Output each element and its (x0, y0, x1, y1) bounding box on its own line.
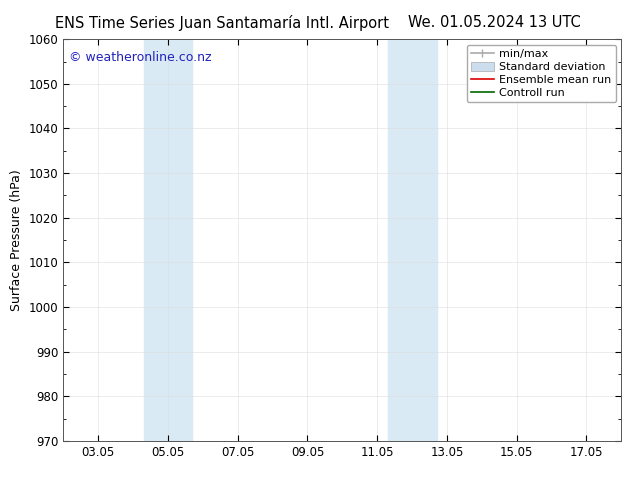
Bar (388, 39, 436, 441)
Text: We. 01.05.2024 13 UTC: We. 01.05.2024 13 UTC (408, 15, 581, 30)
Bar (143, 39, 193, 441)
Legend: min/max, Standard deviation, Ensemble mean run, Controll run: min/max, Standard deviation, Ensemble me… (467, 45, 616, 102)
Y-axis label: Surface Pressure (hPa): Surface Pressure (hPa) (10, 169, 23, 311)
Text: ENS Time Series Juan Santamaría Intl. Airport: ENS Time Series Juan Santamaría Intl. Ai… (55, 15, 389, 31)
Text: © weatheronline.co.nz: © weatheronline.co.nz (69, 51, 212, 64)
